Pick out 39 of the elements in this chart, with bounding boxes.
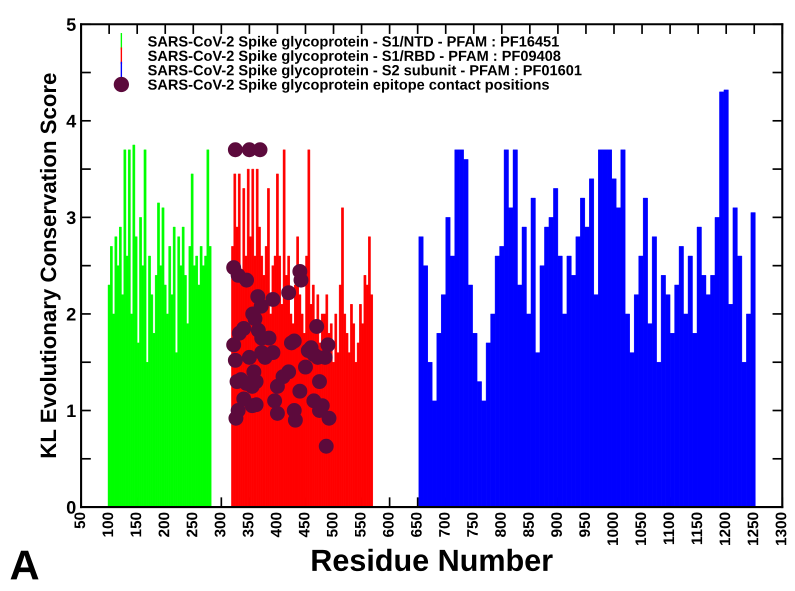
x-tick-label: 1050 bbox=[635, 512, 646, 545]
x-tick-label: 50 bbox=[74, 512, 86, 528]
x-tick-label: 700 bbox=[438, 512, 450, 537]
x-tick-label: 1150 bbox=[691, 512, 702, 544]
x-tick-label: 850 bbox=[523, 512, 534, 537]
x-tick-label: 300 bbox=[214, 512, 226, 538]
x-tick-label: 150 bbox=[130, 512, 142, 536]
y-tick-label: 1 bbox=[67, 404, 76, 418]
x-tick-label: 500 bbox=[326, 512, 338, 537]
x-tick-label: 350 bbox=[242, 512, 254, 538]
x-tick-label: 1100 bbox=[663, 512, 674, 544]
y-tick-label: 2 bbox=[66, 308, 76, 320]
x-tick-label: 1250 bbox=[748, 512, 758, 545]
x-axis-title: Residue Number bbox=[312, 548, 553, 572]
x-tick-label: 600 bbox=[382, 512, 394, 537]
x-tick-label: 1300 bbox=[776, 512, 786, 545]
y-tick-label: 3 bbox=[66, 211, 76, 224]
x-tick-label: 200 bbox=[158, 512, 170, 537]
x-tick-label: 900 bbox=[551, 512, 562, 537]
legend-label: SARS-CoV-2 Spike glycoprotein - S2 subunit - PFAM : PF01601 bbox=[148, 64, 582, 78]
x-tick-label: 650 bbox=[410, 512, 422, 537]
x-tick-label: 1000 bbox=[607, 512, 618, 545]
x-tick-label: 450 bbox=[298, 512, 310, 538]
x-tick-label: 550 bbox=[354, 512, 366, 537]
x-tick-label: 400 bbox=[270, 512, 282, 538]
x-tick-label: 100 bbox=[102, 512, 114, 536]
y-tick-label: 0 bbox=[66, 501, 76, 514]
x-tick-label: 250 bbox=[186, 512, 198, 537]
y-axis-title: KL Evolutionary Conservation Score bbox=[40, 73, 61, 458]
y-tick-label: 4 bbox=[66, 114, 76, 128]
x-tick-label: 750 bbox=[467, 512, 478, 537]
x-tick-label: 1200 bbox=[719, 512, 730, 545]
x-tick-label: 950 bbox=[579, 512, 590, 537]
legend-label: SARS-CoV-2 Spike glycoprotein - S1/RBD - PFAM : PF09408 bbox=[148, 50, 560, 64]
text: A bbox=[10, 550, 39, 580]
legend-label: SARS-CoV-2 Spike glycoprotein epitope contact positions bbox=[148, 79, 549, 93]
x-tick-label: 800 bbox=[495, 512, 506, 537]
legend-label: SARS-CoV-2 Spike glycoprotein - S1/NTD - PFAM : PF16451 bbox=[148, 36, 559, 50]
y-tick-label: 5 bbox=[66, 18, 76, 31]
